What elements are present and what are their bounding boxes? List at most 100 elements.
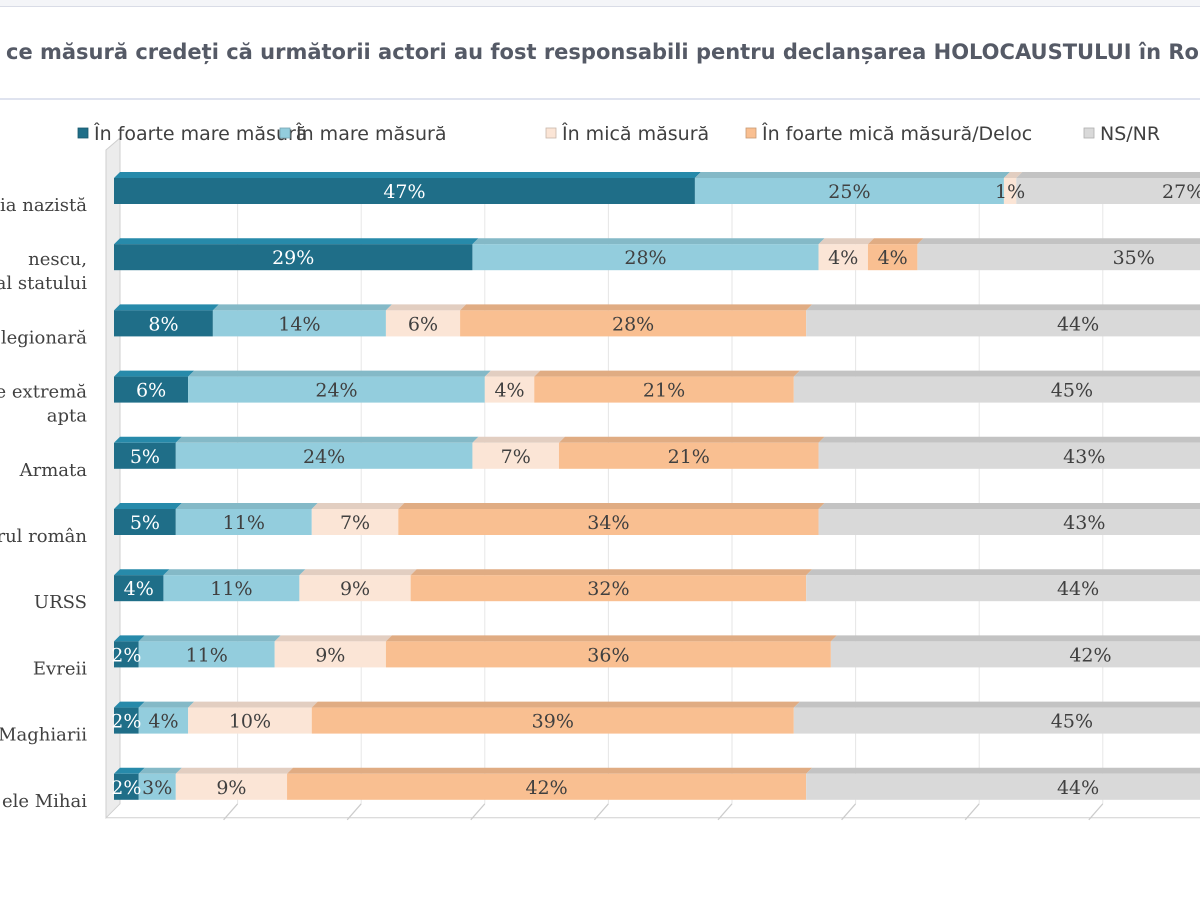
legend-swatch — [745, 127, 757, 139]
data-label: 4% — [494, 380, 524, 402]
bar-segment — [114, 310, 213, 337]
data-label: 4% — [828, 247, 858, 269]
bar-top-face — [114, 238, 479, 245]
bar-segment — [818, 244, 868, 271]
bar-top-face — [410, 569, 813, 576]
bar-top-face — [114, 304, 219, 311]
bar-top-face — [1003, 172, 1023, 178]
category-label: URSS — [34, 592, 87, 613]
bar-segment — [114, 178, 695, 204]
bar-top-face — [114, 701, 145, 708]
bar-segment — [114, 244, 473, 271]
data-label: 11% — [223, 512, 265, 534]
grid-floor-tick — [593, 803, 609, 821]
bar-top-face — [114, 503, 182, 509]
data-label: 8% — [148, 313, 178, 335]
bar-segment — [806, 773, 1200, 800]
data-label: 11% — [210, 578, 252, 600]
bar-segment — [867, 244, 918, 271]
bar-top-face — [867, 238, 924, 245]
bar-top-face — [806, 767, 1200, 774]
bar-top-face — [917, 238, 1200, 245]
bar-segment — [212, 310, 386, 337]
data-label: 9% — [315, 644, 345, 666]
legend-swatch — [545, 127, 557, 139]
bar-segment — [299, 575, 411, 602]
bar-segment — [114, 575, 164, 602]
data-label: 34% — [587, 512, 629, 534]
grid-floor-tick — [964, 803, 980, 821]
chart-category-labels: ia nazistă nescu, al statului legionară e ex… — [0, 195, 87, 812]
bar-top-face — [138, 635, 281, 642]
bar-top-face — [163, 569, 306, 576]
bar-segment — [188, 707, 312, 734]
data-label: 29% — [272, 247, 314, 269]
bar-top-face — [138, 701, 195, 708]
data-label: 14% — [278, 313, 320, 335]
data-label: 32% — [587, 578, 629, 600]
category-label: ia nazistă — [0, 195, 87, 216]
data-label: 43% — [1063, 512, 1105, 534]
category-label: ele Mihai — [2, 791, 87, 812]
bar-top-face — [472, 238, 825, 245]
category-label: Maghiarii — [0, 725, 87, 746]
data-label: 36% — [587, 644, 629, 666]
data-label: 28% — [624, 247, 666, 269]
bar-top-face — [114, 569, 170, 576]
data-label: 6% — [408, 313, 438, 335]
bar-segment — [114, 509, 176, 535]
bar-top-face — [212, 304, 392, 311]
grid-floor-tick — [470, 803, 486, 821]
bar-top-face — [793, 701, 1200, 708]
data-label: 47% — [383, 181, 425, 203]
data-label: 4% — [878, 247, 908, 269]
bar-top-face — [385, 304, 467, 311]
chart-data-labels: 47% 25% 1% 27% 29% 28% 4% 4% 35% 8% 14% 6% 28% 44% 6% 2… — [111, 181, 1200, 799]
data-label: 44% — [1057, 578, 1099, 600]
data-label: 4% — [148, 711, 178, 733]
category-label: e extremă — [0, 382, 87, 403]
bar-top-face — [818, 238, 874, 245]
data-label: 6% — [136, 380, 166, 402]
data-label: 43% — [1063, 446, 1105, 468]
chart-bars — [114, 172, 1200, 800]
bar-top-face — [793, 370, 1200, 377]
data-label: 1% — [995, 181, 1025, 203]
bar-segment — [385, 641, 831, 668]
data-label: 44% — [1057, 777, 1099, 799]
bar-segment — [114, 707, 139, 734]
bar-segment — [534, 376, 794, 403]
data-label: 45% — [1051, 711, 1093, 733]
bar-top-face — [385, 635, 837, 642]
bar-top-face — [175, 436, 479, 443]
legend-label: În foarte mică măsură/Deloc — [761, 122, 1032, 145]
bar-segment — [287, 773, 807, 800]
title-divider — [0, 98, 1200, 100]
grid-floor-tick — [841, 803, 857, 821]
data-label: 39% — [532, 711, 574, 733]
data-label: 42% — [1069, 644, 1111, 666]
bar-top-face — [299, 569, 417, 576]
bar-top-face — [188, 701, 318, 708]
bar-segment — [1016, 178, 1200, 204]
data-label: 45% — [1051, 380, 1093, 402]
bar-segment — [472, 442, 559, 469]
legend-swatch — [1083, 127, 1095, 139]
bar-top-face — [114, 172, 701, 178]
bar-top-face — [311, 701, 800, 708]
bar-top-face — [311, 503, 405, 509]
data-label: 11% — [186, 644, 228, 666]
data-label: 7% — [340, 512, 370, 534]
bar-segment — [175, 509, 312, 535]
bar-top-face — [114, 370, 195, 377]
bar-top-face — [287, 767, 813, 774]
data-label: 21% — [643, 380, 685, 402]
bar-segment — [114, 442, 176, 469]
bar-top-face — [534, 370, 800, 377]
bar-top-face — [1016, 172, 1200, 178]
bar-top-face — [274, 635, 392, 642]
grid-floor-tick — [223, 803, 239, 821]
data-label: 35% — [1113, 247, 1155, 269]
